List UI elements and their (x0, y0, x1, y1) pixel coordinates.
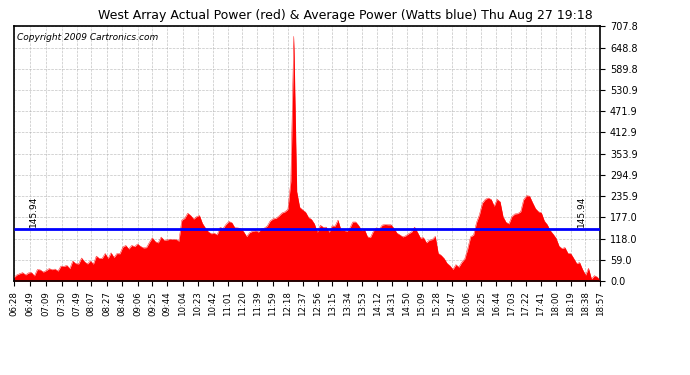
Text: West Array Actual Power (red) & Average Power (Watts blue) Thu Aug 27 19:18: West Array Actual Power (red) & Average … (97, 9, 593, 22)
Text: 145.94: 145.94 (28, 195, 37, 227)
Text: 145.94: 145.94 (577, 195, 586, 227)
Text: Copyright 2009 Cartronics.com: Copyright 2009 Cartronics.com (17, 33, 158, 42)
